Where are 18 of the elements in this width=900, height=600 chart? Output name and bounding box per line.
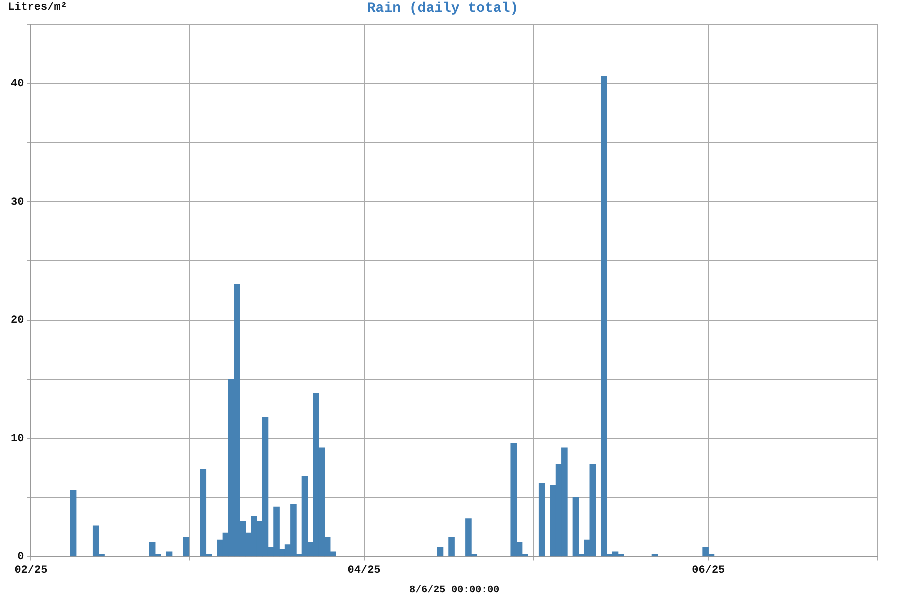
x-tick-label: 02/25 <box>14 565 48 578</box>
bar <box>437 547 444 557</box>
y-tick-label: 10 <box>11 433 24 446</box>
chart-title: Rain (daily total) <box>367 0 519 17</box>
y-tick-label: 0 <box>18 552 24 564</box>
bar <box>652 554 658 557</box>
x-tick-label: 06/25 <box>692 565 726 578</box>
y-axis-title: Litres/m² <box>8 2 68 14</box>
y-tick-label: 40 <box>11 78 24 91</box>
bar <box>448 538 455 557</box>
bar <box>538 483 546 557</box>
bar <box>183 538 190 557</box>
y-tick-label: 30 <box>11 196 24 209</box>
bar <box>166 552 173 557</box>
x-axis-title: 8/6/25 00:00:00 <box>410 584 500 597</box>
bar <box>70 490 77 557</box>
y-tick-label: 20 <box>11 315 24 328</box>
x-tick-label: 04/25 <box>348 565 382 578</box>
